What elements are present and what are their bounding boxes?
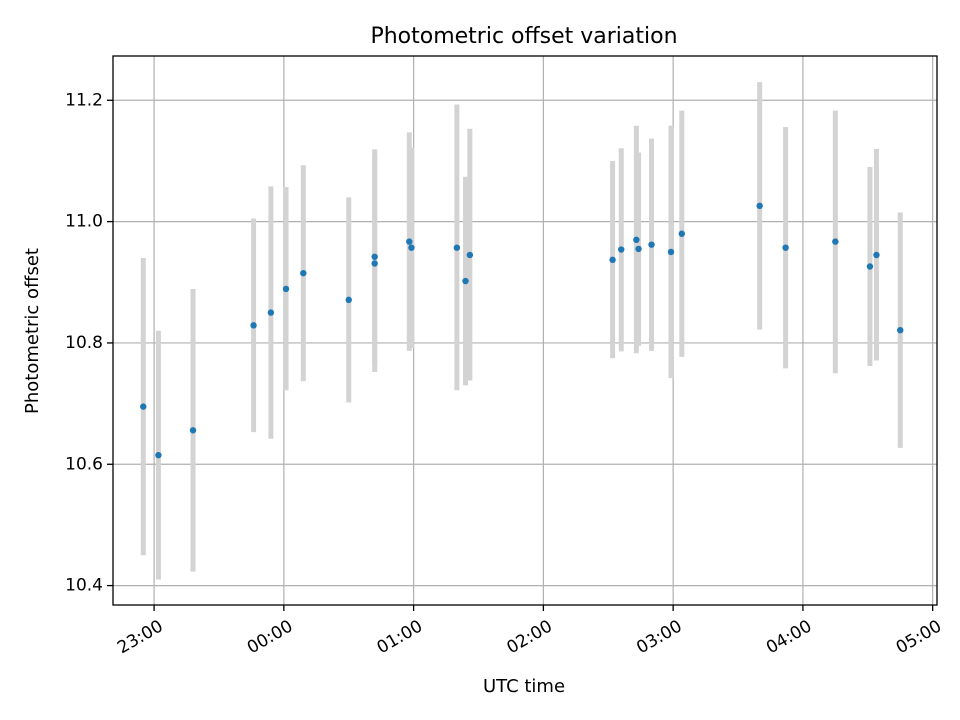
data-point	[371, 253, 378, 260]
data-point	[282, 285, 290, 293]
x-axis-label: UTC time	[483, 676, 565, 697]
y-axis-label: Photometric offset	[22, 248, 43, 414]
data-point	[678, 230, 685, 237]
data-point	[155, 451, 162, 459]
data-point	[408, 244, 415, 251]
y-tick-label: 11.2	[65, 90, 103, 110]
data-point	[866, 263, 874, 270]
data-point	[189, 427, 197, 434]
data-point	[140, 403, 147, 410]
y-tick-label: 11.0	[65, 212, 103, 232]
data-point	[406, 238, 413, 245]
data-point	[300, 269, 307, 277]
data-point	[873, 251, 880, 259]
data-point	[635, 245, 642, 253]
data-point	[832, 238, 839, 245]
data-point	[782, 244, 789, 251]
y-axis-ticks: 10.4 10.6 10.8 11.0 11.2	[65, 90, 113, 596]
data-point	[267, 309, 275, 316]
y-tick-label: 10.8	[65, 333, 103, 353]
plot-frame	[112, 55, 938, 606]
data-point	[756, 202, 763, 210]
data-point	[618, 246, 625, 253]
data-point	[462, 277, 469, 285]
chart-title: Photometric offset variation	[370, 24, 677, 49]
data-point	[345, 296, 352, 304]
data-point	[667, 248, 675, 256]
data-point	[897, 326, 904, 334]
data-point	[371, 260, 378, 267]
data-point	[466, 251, 474, 259]
data-point	[633, 236, 640, 244]
y-tick-label: 10.6	[65, 454, 103, 474]
data-point	[250, 322, 257, 329]
data-point	[453, 244, 461, 251]
data-point	[648, 241, 655, 248]
data-points	[140, 202, 904, 459]
y-tick-label: 10.4	[65, 576, 103, 596]
data-point	[609, 256, 616, 264]
